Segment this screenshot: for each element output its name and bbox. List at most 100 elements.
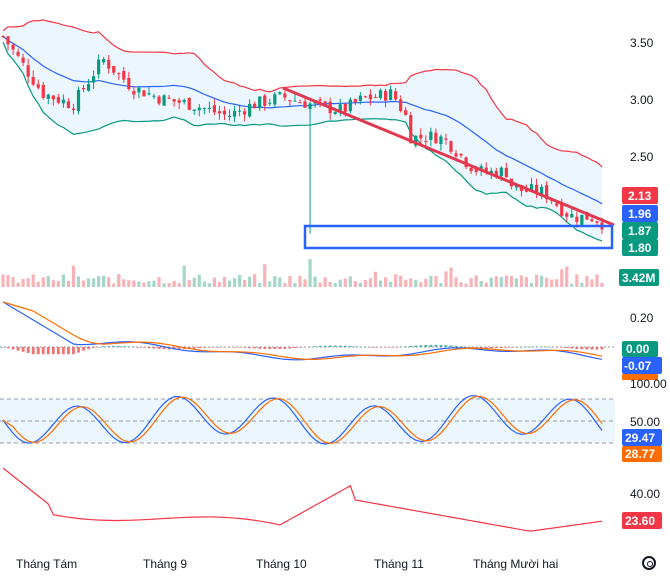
macd-hist-bar bbox=[520, 346, 523, 348]
badge-macd-signal bbox=[622, 374, 658, 380]
volume-bar bbox=[449, 267, 453, 287]
volume-bar bbox=[580, 282, 584, 287]
macd-hist-bar bbox=[358, 346, 362, 348]
badge-rsi-text: 23.60 bbox=[625, 514, 655, 528]
macd-hist-bar bbox=[228, 347, 231, 348]
candle-body bbox=[539, 186, 544, 194]
badge-macd-hist bbox=[622, 341, 658, 357]
volume-bar bbox=[479, 281, 483, 287]
candle-body bbox=[444, 138, 448, 140]
volume-bar bbox=[424, 278, 428, 287]
candle-body bbox=[378, 90, 383, 99]
bb-fill bbox=[3, 19, 602, 241]
macd-hist-bar bbox=[67, 347, 70, 355]
badge-bb-basis-text: 1.96 bbox=[628, 207, 652, 221]
macd-hist-bar bbox=[323, 345, 327, 347]
macd-hist-bar bbox=[278, 347, 282, 350]
volume-bar bbox=[444, 271, 448, 287]
macd-hist-bar bbox=[147, 347, 151, 349]
candle-body bbox=[31, 76, 35, 85]
candle-body bbox=[227, 116, 232, 118]
macd-pane bbox=[0, 301, 615, 361]
candle-body bbox=[107, 59, 111, 69]
volume-bar bbox=[21, 278, 25, 287]
candle-body bbox=[177, 100, 181, 103]
volume-bar bbox=[36, 281, 40, 287]
macd-hist-bar bbox=[16, 347, 20, 351]
volume-bars bbox=[1, 259, 604, 287]
date-label-oct: Tháng 10 bbox=[256, 557, 307, 571]
volume-bar bbox=[429, 275, 433, 287]
candle-body bbox=[232, 110, 237, 117]
volume-bar bbox=[353, 281, 357, 287]
badge-bb-basis bbox=[622, 205, 658, 222]
macd-hist-bar bbox=[142, 347, 146, 348]
volume-bar bbox=[31, 274, 35, 287]
macd-hist-bar bbox=[484, 347, 488, 349]
macd-hist-bar bbox=[439, 344, 443, 347]
candle-body bbox=[524, 189, 529, 192]
badge-last-price bbox=[622, 222, 658, 239]
stoch-tick-50: 50.00 bbox=[630, 415, 660, 429]
volume-bar bbox=[459, 282, 463, 287]
volume-bar bbox=[192, 277, 196, 287]
price-tick-3.00: 3.00 bbox=[630, 93, 654, 107]
badge-rsi bbox=[622, 512, 662, 529]
volume-bar bbox=[71, 265, 76, 287]
candle-body bbox=[243, 111, 247, 115]
candle-body bbox=[469, 167, 473, 172]
volume-bar bbox=[464, 283, 468, 287]
volume-bar bbox=[248, 276, 252, 287]
macd-hist-bar bbox=[535, 346, 538, 347]
volume-bar bbox=[197, 274, 201, 287]
volume-bar bbox=[333, 282, 337, 287]
candle-body bbox=[6, 36, 10, 45]
macd-hist-bar bbox=[82, 347, 85, 351]
badge-stoch-d-text: 28.77 bbox=[625, 447, 655, 461]
candle-body bbox=[338, 104, 342, 112]
macd-hist-bar bbox=[31, 347, 35, 355]
macd-hist-bar bbox=[72, 347, 75, 355]
volume-bar bbox=[298, 275, 302, 287]
volume-bar bbox=[81, 280, 86, 287]
macd-hist-bar bbox=[283, 347, 287, 349]
volume-bar bbox=[6, 275, 10, 287]
macd-hist-bar bbox=[595, 347, 599, 350]
settings-gear-icon[interactable] bbox=[642, 556, 656, 570]
volume-bar bbox=[237, 274, 242, 287]
macd-hist-bar bbox=[328, 345, 332, 347]
candle-body bbox=[152, 95, 156, 97]
price-tick-3.50: 3.50 bbox=[630, 36, 654, 50]
volume-bar bbox=[600, 283, 604, 287]
volume-bar bbox=[318, 282, 322, 287]
candle-body bbox=[222, 110, 227, 115]
stoch-d-line bbox=[2, 395, 603, 445]
date-label-dec: Tháng Mười hai bbox=[473, 557, 558, 571]
candle-body bbox=[41, 84, 45, 98]
volume-bar bbox=[469, 278, 473, 287]
volume-bar bbox=[524, 276, 529, 287]
volume-bar bbox=[167, 283, 171, 287]
macd-tick-0.20: 0.20 bbox=[630, 311, 654, 325]
macd-hist-bar bbox=[137, 347, 141, 348]
macd-hist-bar bbox=[303, 347, 307, 348]
badge-volume bbox=[619, 269, 659, 286]
badge-stoch-k-text: 29.47 bbox=[625, 431, 655, 445]
macd-hist-bar bbox=[560, 347, 564, 348]
candle-body bbox=[86, 84, 91, 91]
candle-body bbox=[394, 91, 398, 100]
candle-body bbox=[132, 90, 136, 95]
candle-body bbox=[439, 136, 443, 145]
macd-hist-bar bbox=[414, 345, 418, 347]
drawings bbox=[282, 86, 615, 250]
candle-body bbox=[333, 112, 337, 114]
macd-hist-bar bbox=[233, 347, 236, 348]
candle-body bbox=[253, 103, 257, 109]
volume-bar bbox=[303, 279, 307, 287]
candle-body bbox=[26, 65, 30, 77]
volume-bar bbox=[132, 280, 136, 287]
macd-hist-bar bbox=[213, 347, 216, 348]
volume-bar bbox=[494, 276, 498, 287]
macd-hist-bar bbox=[575, 347, 579, 349]
